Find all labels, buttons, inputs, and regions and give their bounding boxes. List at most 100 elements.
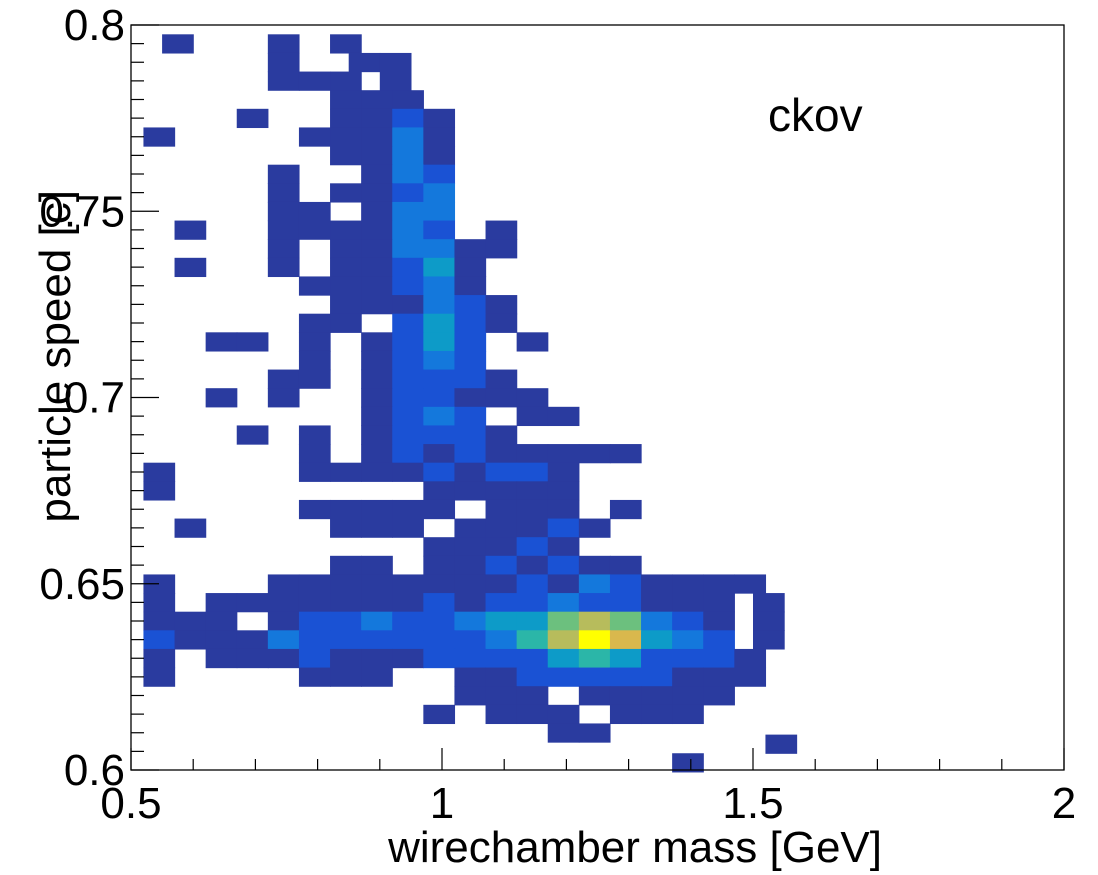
heatmap-bin <box>392 630 424 650</box>
heatmap-bin <box>361 257 393 278</box>
heatmap-bin <box>423 220 456 240</box>
y-tick-label: 0.7 <box>64 374 125 423</box>
heatmap-bin <box>330 630 362 650</box>
heatmap-bin <box>609 593 642 613</box>
heatmap-bin <box>703 593 735 613</box>
heatmap-bin <box>392 574 424 594</box>
heatmap-bin <box>485 574 518 594</box>
heatmap-bin <box>454 257 487 278</box>
heatmap-bin <box>578 667 611 687</box>
heatmap-bin <box>236 593 269 613</box>
heatmap-bin <box>547 611 580 631</box>
heatmap-bin <box>672 574 704 594</box>
heatmap-bin <box>485 667 518 687</box>
heatmap-bin <box>298 444 331 464</box>
heatmap-bin <box>423 127 456 147</box>
heatmap-bin <box>361 518 393 538</box>
heatmap-bin <box>392 462 424 482</box>
heatmap-bin <box>330 257 362 278</box>
heatmap-bin <box>641 574 673 594</box>
heatmap-bin <box>454 648 487 669</box>
heatmap-bin <box>267 257 300 278</box>
heatmap-bin <box>298 425 331 445</box>
heatmap-bin <box>298 220 331 240</box>
heatmap-bin <box>330 183 362 203</box>
heatmap-bin <box>485 611 518 631</box>
heatmap-bin <box>423 425 456 445</box>
heatmap-bin <box>267 34 300 54</box>
annotation-label: ckov <box>768 89 863 141</box>
heatmap-bin <box>174 630 207 650</box>
heatmap-bin <box>454 239 487 259</box>
heatmap-bin <box>361 127 393 147</box>
heatmap-bin <box>361 332 393 352</box>
heatmap-bin <box>753 630 785 650</box>
heatmap-bin <box>392 369 424 389</box>
heatmap-bin <box>454 406 487 427</box>
heatmap-bin <box>753 611 785 631</box>
heatmap-bin <box>641 630 673 650</box>
heatmap-bin <box>578 648 611 669</box>
heatmap-bin <box>361 350 393 371</box>
heatmap-bin <box>547 481 580 501</box>
heatmap-bin <box>578 518 611 538</box>
heatmap-bin <box>392 164 424 184</box>
heatmap-bin <box>361 425 393 445</box>
heatmap-bin <box>641 593 673 613</box>
heatmap-bin <box>236 108 269 129</box>
heatmap-bin <box>516 611 549 631</box>
heatmap-bin <box>485 648 518 669</box>
heatmap-bin <box>330 499 362 520</box>
heatmap-bin <box>734 648 767 669</box>
heatmap-bin <box>765 734 798 754</box>
heatmap-bin <box>174 611 207 631</box>
heatmap-bin <box>162 34 194 54</box>
heatmap-bin <box>516 406 549 427</box>
heatmap-bin <box>454 276 487 296</box>
heatmap-bin <box>361 369 393 389</box>
heatmap-bin <box>516 667 549 687</box>
y-tick-label: 0.6 <box>64 746 125 795</box>
heatmap-bin <box>672 686 704 706</box>
heatmap-bin <box>454 462 487 482</box>
heatmap-bin <box>267 201 300 222</box>
heatmap-bin <box>547 499 580 520</box>
heatmap-bin <box>361 444 393 464</box>
heatmap-bin <box>205 593 238 613</box>
heatmap-bin <box>485 499 518 520</box>
heatmap-bin <box>205 648 238 669</box>
heatmap-bin <box>330 518 362 538</box>
heatmap-bin <box>485 239 518 259</box>
heatmap-bin <box>392 239 424 259</box>
heatmap-bin <box>423 462 456 482</box>
heatmap-bin <box>330 667 362 687</box>
heatmap-bin <box>392 257 424 278</box>
heatmap-bin <box>423 201 456 222</box>
heatmap-bin <box>330 71 362 91</box>
heatmap-bin <box>361 555 393 576</box>
heatmap-bin <box>330 611 362 631</box>
heatmap-bin <box>392 220 424 240</box>
heatmap-bin <box>672 704 704 725</box>
heatmap-bin <box>485 555 518 576</box>
heatmap-bin <box>454 611 487 631</box>
heatmap-bin <box>330 90 362 110</box>
heatmap-bin <box>361 183 393 203</box>
heatmap-bin <box>361 593 393 613</box>
heatmap-bin <box>361 276 393 296</box>
heatmap-bin <box>392 406 424 427</box>
heatmap-bin <box>392 183 424 203</box>
heatmap-bin <box>205 332 238 352</box>
heatmap-bin <box>454 667 487 687</box>
heatmap-bin <box>267 71 300 91</box>
heatmap-bin <box>298 369 331 389</box>
heatmap-bin <box>205 611 238 631</box>
heatmap-bin <box>547 406 580 427</box>
heatmap-bin <box>547 537 580 557</box>
heatmap-bin <box>485 537 518 557</box>
heatmap-bin <box>485 481 518 501</box>
heatmap-bin <box>143 574 176 594</box>
heatmap-bin <box>392 593 424 613</box>
heatmap-bin <box>516 574 549 594</box>
